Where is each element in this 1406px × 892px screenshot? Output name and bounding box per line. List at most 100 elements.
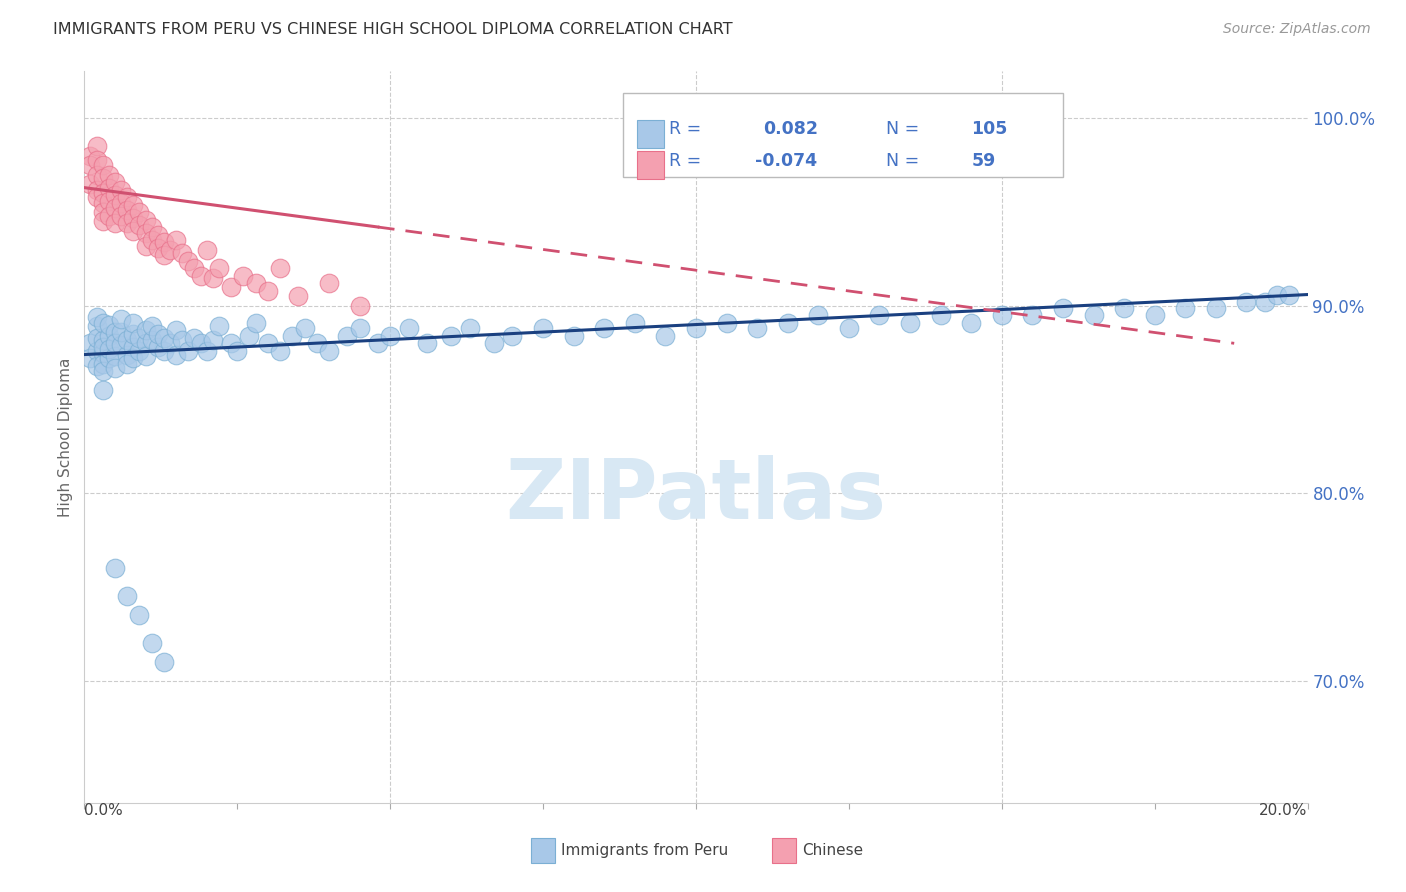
Point	[318, 343, 340, 358]
Point	[115, 216, 138, 230]
Point	[91, 333, 114, 347]
Point	[104, 325, 127, 339]
Point	[177, 253, 200, 268]
Point	[281, 328, 304, 343]
Point	[190, 336, 212, 351]
Point	[135, 239, 157, 253]
Point	[398, 321, 420, 335]
Point	[110, 338, 132, 352]
Bar	[637, 151, 664, 178]
Point	[91, 195, 114, 210]
Point	[86, 343, 108, 358]
Point	[1114, 301, 1136, 315]
Point	[1083, 308, 1105, 322]
Point	[257, 336, 280, 351]
Point	[110, 209, 132, 223]
FancyBboxPatch shape	[623, 94, 1063, 178]
Point	[104, 336, 127, 351]
Point	[146, 241, 169, 255]
Point	[159, 336, 181, 351]
Point	[97, 194, 120, 208]
Point	[104, 561, 127, 575]
Point	[128, 218, 150, 232]
Point	[91, 345, 114, 359]
Point	[91, 205, 114, 219]
Point	[122, 340, 145, 354]
Point	[183, 261, 205, 276]
Point	[219, 336, 242, 351]
Point	[115, 203, 138, 218]
Point	[287, 289, 309, 303]
Point	[318, 277, 340, 291]
Point	[115, 333, 138, 347]
Point	[201, 270, 224, 285]
Text: 59: 59	[972, 152, 995, 169]
Point	[91, 357, 114, 371]
Text: Immigrants from Peru: Immigrants from Peru	[561, 843, 728, 858]
Point	[654, 328, 676, 343]
Point	[91, 364, 114, 378]
Point	[79, 351, 101, 366]
Bar	[531, 838, 555, 863]
Point	[86, 331, 108, 345]
Point	[1236, 295, 1258, 310]
Point	[1174, 301, 1197, 315]
Point	[135, 212, 157, 227]
Point	[91, 158, 114, 172]
Point	[104, 201, 127, 215]
Point	[115, 190, 138, 204]
Point	[165, 233, 187, 247]
Point	[807, 308, 830, 322]
Y-axis label: High School Diploma: High School Diploma	[58, 358, 73, 516]
Point	[1143, 308, 1166, 322]
Point	[929, 308, 952, 322]
Point	[531, 321, 554, 335]
Point	[122, 197, 145, 211]
Point	[122, 224, 145, 238]
Point	[776, 316, 799, 330]
Point	[208, 319, 231, 334]
Point	[86, 310, 108, 324]
Point	[153, 331, 176, 345]
Point	[86, 139, 108, 153]
Point	[336, 328, 359, 343]
Text: N =: N =	[886, 152, 918, 169]
Point	[141, 233, 163, 247]
Text: Chinese: Chinese	[803, 843, 863, 858]
Point	[115, 347, 138, 361]
Point	[716, 316, 738, 330]
Point	[141, 319, 163, 334]
Point	[97, 180, 120, 194]
Text: 0.0%: 0.0%	[84, 803, 124, 818]
Point	[747, 321, 769, 335]
Point	[104, 216, 127, 230]
Point	[91, 186, 114, 201]
Point	[86, 168, 108, 182]
Point	[183, 331, 205, 345]
Text: 0.082: 0.082	[763, 120, 818, 137]
Point	[208, 261, 231, 276]
Point	[482, 336, 505, 351]
Text: ZIPatlas: ZIPatlas	[506, 455, 886, 536]
Point	[177, 343, 200, 358]
Point	[380, 328, 402, 343]
Point	[349, 299, 371, 313]
Text: Source: ZipAtlas.com: Source: ZipAtlas.com	[1223, 22, 1371, 37]
Point	[104, 188, 127, 202]
Point	[141, 636, 163, 650]
Point	[104, 360, 127, 375]
Point	[104, 350, 127, 364]
Point	[153, 343, 176, 358]
Point	[135, 323, 157, 337]
Point	[97, 342, 120, 356]
Point	[104, 175, 127, 189]
Point	[97, 318, 120, 332]
Point	[128, 343, 150, 358]
Point	[97, 209, 120, 223]
Point	[219, 280, 242, 294]
Point	[97, 328, 120, 343]
Point	[79, 336, 101, 351]
Point	[201, 333, 224, 347]
Point	[165, 347, 187, 361]
Point	[269, 261, 291, 276]
